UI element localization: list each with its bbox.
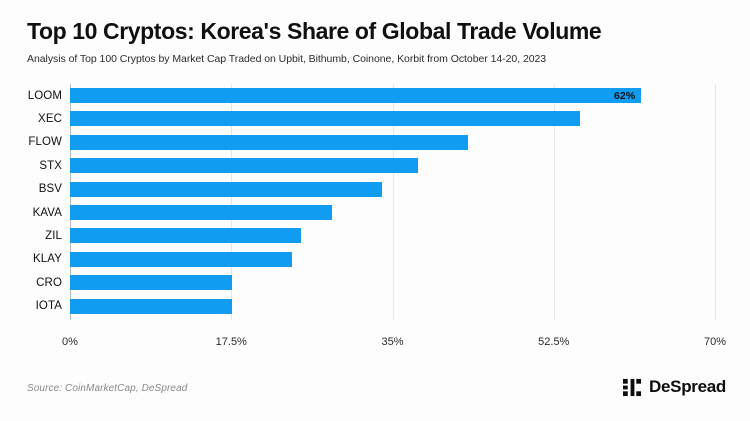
bar-row: KLAY (0, 248, 750, 271)
bar-fill: 62% (70, 88, 642, 103)
bar-fill (70, 111, 581, 127)
bar-row: LOOM 62% (0, 84, 750, 107)
bar-bsv[interactable] (70, 181, 383, 197)
chart-header: Top 10 Cryptos: Korea's Share of Global … (27, 18, 726, 65)
plot-area: LOOM 62% XEC FLOW STX BSV KAVA ZIL KLAY CRO IOTA (0, 84, 750, 320)
category-label-iota: IOTA (35, 300, 62, 313)
category-label-zil: ZIL (45, 230, 62, 243)
bar-klay[interactable] (70, 251, 293, 267)
bar-flow[interactable] (70, 134, 469, 150)
gridline-70pct (715, 84, 716, 320)
page-title: Top 10 Cryptos: Korea's Share of Global … (27, 18, 602, 44)
bar-iota[interactable] (70, 298, 233, 314)
bar-row: XEC (0, 107, 750, 130)
bar-rows: LOOM 62% XEC FLOW STX BSV KAVA ZIL KLAY CRO IOTA (0, 84, 750, 320)
bar-zil[interactable] (70, 228, 302, 244)
bar-fill (70, 134, 469, 150)
category-label-flow: FLOW (28, 136, 62, 149)
bar-row: CRO (0, 271, 750, 294)
bar-fill (70, 205, 332, 220)
brand-name: DeSpread (649, 377, 726, 396)
x-tick-label: 70% (703, 336, 727, 348)
gridline-52-5pct (553, 84, 555, 320)
despread-logo-icon (623, 378, 642, 397)
bar-stx[interactable] (70, 158, 419, 174)
bar-row: KAVA (0, 201, 750, 224)
chart-subtitle: Analysis of Top 100 Cryptos by Market Ca… (27, 53, 547, 66)
bar-loom[interactable]: 62% (70, 88, 642, 103)
category-label-loom: LOOM (27, 89, 62, 102)
brand-logo: DeSpread (623, 377, 726, 397)
bar-fill (70, 228, 302, 244)
x-tick-label: 17.5% (215, 336, 247, 348)
x-tick-label: 52.5% (538, 336, 570, 348)
category-label-stx: STX (39, 159, 62, 172)
gridline-17-5pct (231, 84, 233, 320)
bar-row: ZIL (0, 224, 750, 247)
x-tick-label: 35% (381, 336, 404, 348)
x-axis: 0% 17.5% 35% 52.5% 70% (0, 336, 750, 356)
bar-fill (70, 275, 233, 291)
gridline-35pct (392, 84, 394, 320)
bar-fill (70, 158, 419, 174)
gridlines (0, 84, 750, 320)
bar-row: IOTA (0, 295, 750, 318)
bar-fill (70, 298, 233, 314)
bar-row: STX (0, 154, 750, 177)
source-note: Source: CoinMarketCap, DeSpread (27, 383, 188, 394)
bar-fill (70, 251, 293, 267)
category-label-cro: CRO (36, 276, 62, 289)
category-label-xec: XEC (38, 113, 62, 126)
bar-value-label: 62% (613, 89, 636, 102)
bar-row: BSV (0, 178, 750, 201)
gridline-0pct (70, 84, 71, 320)
bar-cro[interactable] (70, 275, 233, 291)
category-label-bsv: BSV (38, 183, 62, 196)
category-label-kava: KAVA (32, 206, 62, 219)
category-label-klay: KLAY (33, 253, 62, 266)
bar-fill (70, 181, 383, 197)
bar-kava[interactable] (70, 205, 332, 220)
bar-xec[interactable] (70, 111, 581, 127)
bar-row: FLOW (0, 131, 750, 154)
x-tick-label: 0% (62, 336, 78, 348)
